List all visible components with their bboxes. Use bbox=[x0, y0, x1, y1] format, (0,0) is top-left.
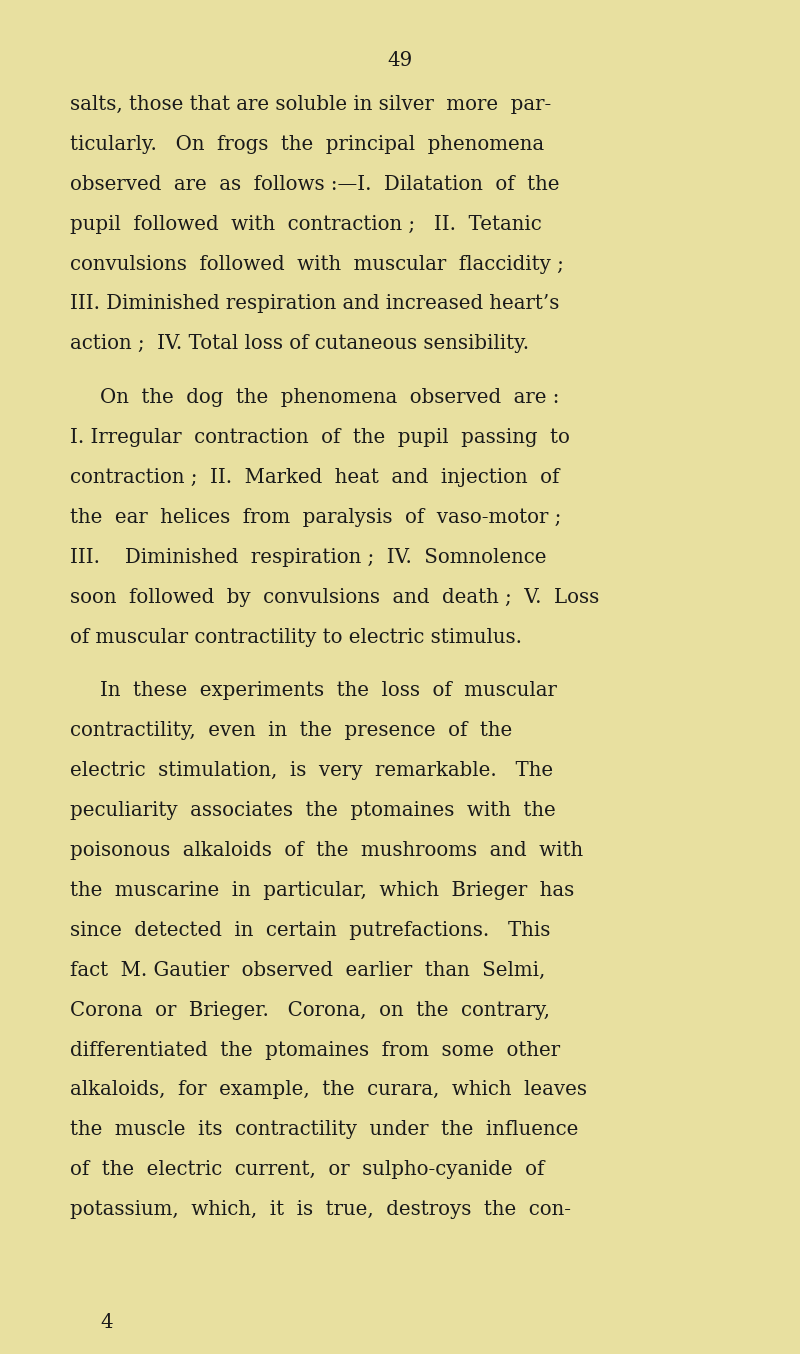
Text: differentiated  the  ptomaines  from  some  other: differentiated the ptomaines from some o… bbox=[70, 1040, 561, 1060]
Text: the  ear  helices  from  paralysis  of  vaso-motor ;: the ear helices from paralysis of vaso-m… bbox=[70, 508, 562, 527]
Text: contractility,  even  in  the  presence  of  the: contractility, even in the presence of t… bbox=[70, 720, 513, 741]
Text: peculiarity  associates  the  ptomaines  with  the: peculiarity associates the ptomaines wit… bbox=[70, 800, 556, 821]
Text: III.    Diminished  respiration ;  IV.  Somnolence: III. Diminished respiration ; IV. Somnol… bbox=[70, 547, 547, 567]
Text: of muscular contractility to electric stimulus.: of muscular contractility to electric st… bbox=[70, 627, 522, 647]
Text: soon  followed  by  convulsions  and  death ;  V.  Loss: soon followed by convulsions and death ;… bbox=[70, 588, 600, 607]
Text: In  these  experiments  the  loss  of  muscular: In these experiments the loss of muscula… bbox=[100, 681, 557, 700]
Text: ticularly.   On  frogs  the  principal  phenomena: ticularly. On frogs the principal phenom… bbox=[70, 134, 545, 154]
Text: observed  are  as  follows :—I.  Dilatation  of  the: observed are as follows :—I. Dilatation … bbox=[70, 175, 560, 194]
Text: electric  stimulation,  is  very  remarkable.   The: electric stimulation, is very remarkable… bbox=[70, 761, 554, 780]
Text: fact  M. Gautier  observed  earlier  than  Selmi,: fact M. Gautier observed earlier than Se… bbox=[70, 960, 546, 980]
Text: I. Irregular  contraction  of  the  pupil  passing  to: I. Irregular contraction of the pupil pa… bbox=[70, 428, 570, 447]
Text: action ;  IV. Total loss of cutaneous sensibility.: action ; IV. Total loss of cutaneous sen… bbox=[70, 334, 530, 353]
Text: the  muscle  its  contractility  under  the  influence: the muscle its contractility under the i… bbox=[70, 1120, 578, 1140]
Text: the  muscarine  in  particular,  which  Brieger  has: the muscarine in particular, which Brieg… bbox=[70, 880, 574, 900]
Text: convulsions  followed  with  muscular  flaccidity ;: convulsions followed with muscular flacc… bbox=[70, 255, 564, 274]
Text: since  detected  in  certain  putrefactions.   This: since detected in certain putrefactions.… bbox=[70, 921, 550, 940]
Text: 49: 49 bbox=[387, 51, 413, 70]
Text: of  the  electric  current,  or  sulpho-cyanide  of: of the electric current, or sulpho-cyani… bbox=[70, 1160, 545, 1179]
Text: alkaloids,  for  example,  the  curara,  which  leaves: alkaloids, for example, the curara, whic… bbox=[70, 1080, 587, 1099]
Text: pupil  followed  with  contraction ;   II.  Tetanic: pupil followed with contraction ; II. Te… bbox=[70, 214, 542, 234]
Text: salts, those that are soluble in silver  more  par-: salts, those that are soluble in silver … bbox=[70, 95, 552, 114]
Text: III. Diminished respiration and increased heart’s: III. Diminished respiration and increase… bbox=[70, 294, 560, 314]
Text: contraction ;  II.  Marked  heat  and  injection  of: contraction ; II. Marked heat and inject… bbox=[70, 467, 560, 487]
Text: On  the  dog  the  phenomena  observed  are :: On the dog the phenomena observed are : bbox=[100, 387, 559, 408]
Text: poisonous  alkaloids  of  the  mushrooms  and  with: poisonous alkaloids of the mushrooms and… bbox=[70, 841, 583, 860]
Text: Corona  or  Brieger.   Corona,  on  the  contrary,: Corona or Brieger. Corona, on the contra… bbox=[70, 1001, 550, 1020]
Text: 4: 4 bbox=[100, 1313, 113, 1332]
Text: potassium,  which,  it  is  true,  destroys  the  con-: potassium, which, it is true, destroys t… bbox=[70, 1200, 571, 1220]
